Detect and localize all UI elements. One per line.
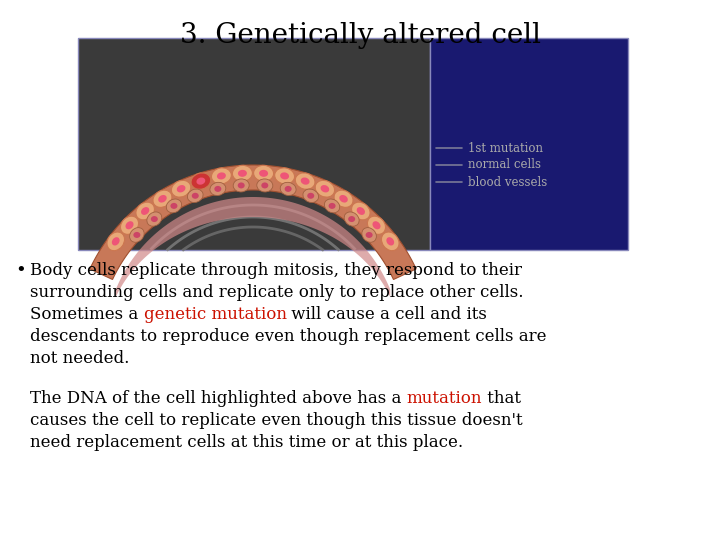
Bar [430,38,628,250]
Ellipse shape [382,232,399,251]
Ellipse shape [351,202,370,220]
Ellipse shape [215,186,221,192]
Ellipse shape [356,207,365,215]
Text: blood vessels: blood vessels [468,176,547,188]
Ellipse shape [253,165,274,181]
Ellipse shape [366,232,373,238]
Text: descendants to reproduce even though replacement cells are: descendants to reproduce even though rep… [30,328,546,345]
Ellipse shape [125,221,133,229]
Ellipse shape [141,207,149,215]
Ellipse shape [147,212,162,226]
Ellipse shape [295,173,315,190]
Ellipse shape [191,173,211,190]
Ellipse shape [344,212,359,226]
Ellipse shape [328,203,336,209]
Ellipse shape [130,228,144,242]
Ellipse shape [259,170,268,177]
Ellipse shape [197,178,205,185]
Ellipse shape [233,165,253,181]
Ellipse shape [334,190,353,207]
Ellipse shape [187,189,203,202]
Ellipse shape [166,199,181,213]
Text: The DNA of the cell highlighted above has a: The DNA of the cell highlighted above ha… [30,389,407,407]
Ellipse shape [301,178,310,185]
Ellipse shape [257,179,273,192]
Ellipse shape [261,183,269,188]
Text: need replacement cells at this time or at this place.: need replacement cells at this time or a… [30,434,463,450]
Ellipse shape [362,228,377,242]
Ellipse shape [136,202,154,220]
Text: will cause a cell and its: will cause a cell and its [287,306,487,323]
Ellipse shape [217,172,226,179]
Polygon shape [90,165,416,280]
Ellipse shape [192,193,199,199]
Text: 3. Genetically altered cell: 3. Genetically altered cell [179,22,541,49]
Ellipse shape [348,216,355,222]
Bar [78,38,430,250]
Text: causes the cell to replicate even though this tissue doesn't: causes the cell to replicate even though… [30,411,523,429]
Text: Body cells replicate through mitosis, they respond to their: Body cells replicate through mitosis, th… [30,262,522,279]
Text: not needed.: not needed. [30,350,130,367]
Ellipse shape [107,232,125,251]
Ellipse shape [315,180,335,197]
Ellipse shape [238,170,247,177]
Ellipse shape [325,199,340,213]
Ellipse shape [280,183,296,195]
Ellipse shape [367,216,385,234]
Text: genetic mutation: genetic mutation [143,306,287,323]
Ellipse shape [284,186,292,192]
Text: mutation: mutation [407,389,482,407]
Ellipse shape [307,193,314,199]
Ellipse shape [120,216,138,234]
Ellipse shape [320,185,329,192]
Ellipse shape [212,168,231,184]
Ellipse shape [158,195,167,202]
Polygon shape [116,197,390,297]
Ellipse shape [171,203,177,209]
Ellipse shape [274,168,294,184]
Ellipse shape [280,172,289,179]
Ellipse shape [133,232,140,238]
Text: Sometimes a: Sometimes a [30,306,143,323]
Ellipse shape [387,237,394,246]
Ellipse shape [153,190,172,207]
Text: that: that [482,389,521,407]
Ellipse shape [210,183,226,195]
Ellipse shape [339,195,348,202]
Ellipse shape [171,180,191,197]
Text: 1st mutation: 1st mutation [468,141,543,154]
Ellipse shape [233,179,249,192]
Ellipse shape [238,183,245,188]
Text: surrounding cells and replicate only to replace other cells.: surrounding cells and replicate only to … [30,284,523,301]
Ellipse shape [112,237,120,246]
Text: normal cells: normal cells [468,159,541,172]
Ellipse shape [177,185,186,192]
Ellipse shape [303,189,318,202]
Text: •: • [15,262,26,280]
Ellipse shape [150,216,158,222]
Ellipse shape [372,221,380,229]
